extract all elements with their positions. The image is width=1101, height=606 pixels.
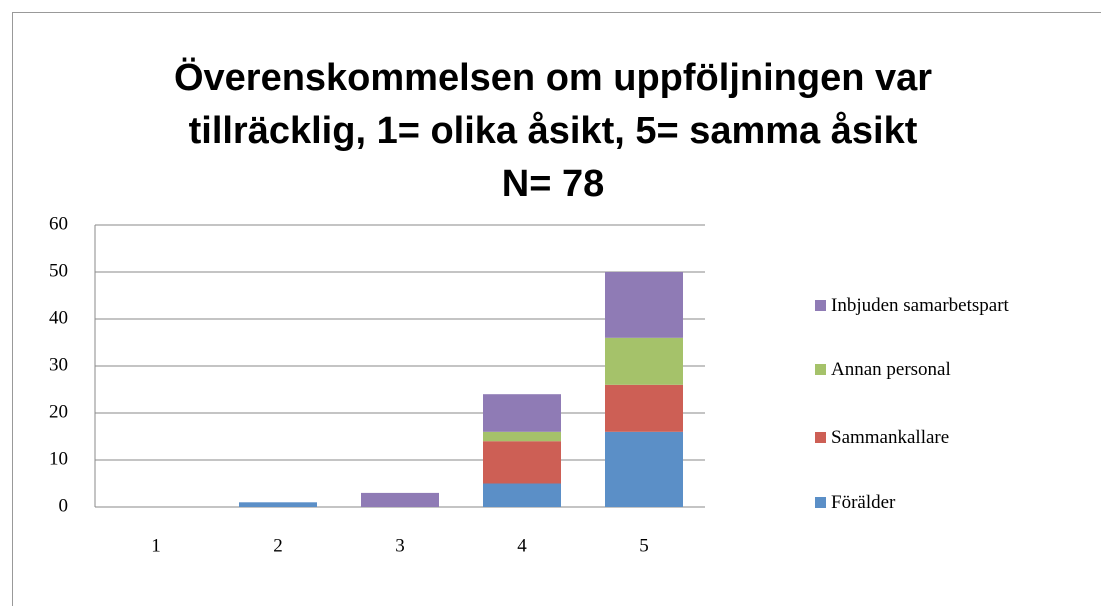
bar-segment	[605, 272, 683, 338]
bar-segment	[605, 384, 683, 432]
x-tick-label: 2	[273, 535, 283, 556]
chart-title: tillräcklig, 1= olika åsikt, 5= samma ås…	[189, 110, 918, 152]
legend-item: Förälder	[815, 490, 1010, 516]
y-tick-label: 30	[49, 354, 68, 375]
bar-segment	[483, 483, 561, 507]
bar-segment	[605, 337, 683, 385]
x-tick-label: 4	[517, 535, 527, 556]
legend-swatch	[815, 497, 826, 508]
y-tick-label: 50	[49, 260, 68, 281]
legend-item: Sammankallare	[815, 425, 1010, 451]
bar-segment	[361, 492, 439, 507]
frame	[12, 12, 1101, 606]
legend-label: Inbjuden samarbetspart	[831, 295, 1009, 316]
bar-segment	[239, 502, 317, 507]
bar-segment	[605, 431, 683, 507]
y-tick-label: 0	[59, 495, 69, 516]
legend-swatch	[815, 300, 826, 311]
legend-label: Sammankallare	[831, 427, 950, 448]
legend-label: Förälder	[831, 492, 896, 513]
x-tick-label: 5	[639, 535, 649, 556]
bar-segment	[483, 394, 561, 432]
x-tick-label: 3	[395, 535, 405, 556]
legend-item: Annan personal	[815, 357, 1010, 383]
y-tick-label: 60	[49, 213, 68, 234]
chart-title: Överenskommelsen om uppföljningen var	[174, 56, 932, 99]
bar-segment	[483, 431, 561, 442]
legend-label: Annan personal	[831, 359, 951, 380]
y-tick-label: 40	[49, 307, 68, 328]
chart-title: N= 78	[502, 163, 604, 205]
bar-segment	[483, 441, 561, 484]
legend-swatch	[815, 364, 826, 375]
legend-item: Inbjuden samarbetspart	[815, 293, 1010, 319]
y-tick-label: 10	[49, 448, 68, 469]
legend-swatch	[815, 432, 826, 443]
x-tick-label: 1	[151, 535, 161, 556]
y-tick-label: 20	[49, 401, 68, 422]
